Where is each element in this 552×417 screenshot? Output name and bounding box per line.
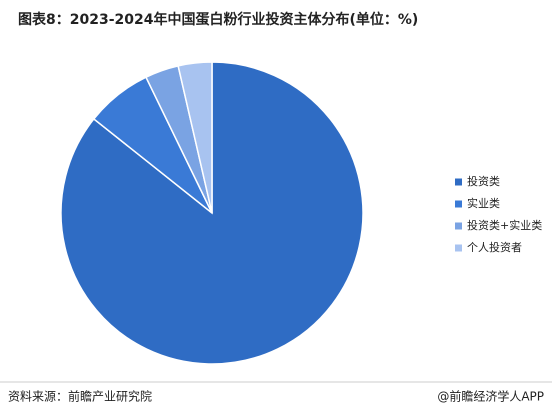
credit: @前瞻经济学人APP <box>437 389 544 404</box>
legend-label: 个人投资者 <box>467 240 522 254</box>
legend-label: 投资类+实业类 <box>467 218 542 232</box>
legend-label: 投资类 <box>467 174 500 188</box>
legend-label: 实业类 <box>467 196 500 210</box>
pie-slice <box>60 61 364 365</box>
legend-swatch <box>455 200 462 208</box>
legend-swatch <box>455 222 462 230</box>
chart-title: 图表8：2023-2024年中国蛋白粉行业投资主体分布(单位：%) <box>18 11 418 28</box>
pie-slice <box>177 61 213 214</box>
legend-swatch <box>455 244 462 252</box>
legend-swatch <box>455 178 462 186</box>
source: 资料来源：前瞻产业研究院 <box>8 389 152 404</box>
